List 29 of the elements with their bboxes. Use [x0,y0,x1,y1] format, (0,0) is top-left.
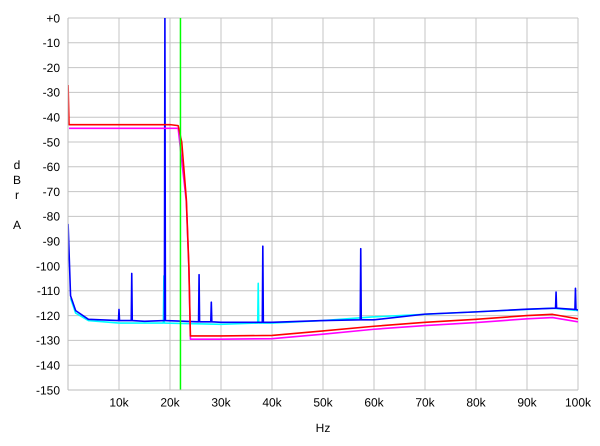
y-tick-label: -90 [42,234,60,248]
y-tick-label: -70 [42,184,60,199]
x-tick-label: 30k [211,396,232,410]
y-tick-label: -140 [36,358,60,372]
x-tick-label: 80k [466,396,487,410]
line-series [68,84,578,337]
y-tick-label: -50 [42,135,60,150]
y-tick-label: -150 [36,383,60,398]
x-tick-label: 10k [109,396,130,410]
text: dBr A [12,158,21,232]
y-tick-label: -40 [42,110,60,124]
y-tick-label: -80 [42,210,60,224]
x-tick-label: 70k [415,396,436,410]
x-tick-label: 40k [262,396,283,410]
y-tick-label: -120 [36,308,60,323]
y-tick-label: -30 [42,86,60,100]
y-tick-label: -110 [36,284,60,298]
y-tick-label: +0 [46,11,60,26]
x-tick-label: 60k [364,396,385,410]
x-tick-label: 100k [564,396,592,410]
x-tick-label: 90k [517,396,538,410]
x-tick-label: 50k [313,396,334,410]
y-tick-label: -130 [36,334,60,348]
y-tick-label: -60 [42,160,60,174]
x-tick-label: 20k [160,396,181,410]
y-tick-label: -20 [42,60,60,75]
y-tick-label: -100 [36,259,60,274]
y-tick-label: -10 [42,36,60,50]
x-axis-title: Hz [316,421,330,435]
